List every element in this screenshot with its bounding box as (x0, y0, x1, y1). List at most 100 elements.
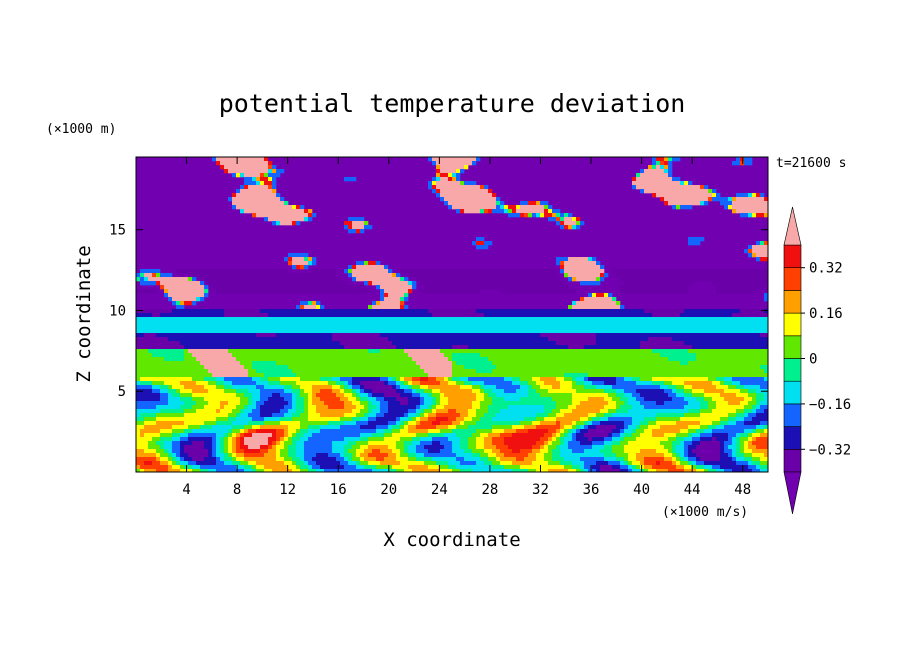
field-cell (692, 269, 697, 274)
field-cell (156, 345, 161, 350)
field-cell (436, 329, 441, 334)
field-cell (332, 373, 337, 378)
field-cell (400, 341, 405, 346)
field-cell (408, 345, 413, 350)
field-cell (204, 313, 209, 318)
field-cell (464, 369, 469, 374)
field-cell (176, 341, 181, 346)
field-cell (152, 317, 157, 322)
field-cell (296, 321, 301, 326)
field-cell (664, 313, 669, 318)
field-cell (340, 385, 345, 390)
field-cell (248, 177, 253, 182)
field-cell (664, 373, 669, 378)
field-cell (348, 177, 353, 182)
field-cell (268, 385, 273, 390)
field-cell (736, 361, 741, 366)
field-cell (680, 345, 685, 350)
field-cell (252, 273, 257, 278)
field-cell (452, 361, 457, 366)
field-cell (260, 161, 265, 166)
field-cell (152, 333, 157, 338)
field-cell (640, 365, 645, 370)
field-cell (668, 369, 673, 374)
field-cell (760, 241, 765, 246)
field-cell (460, 277, 465, 282)
field-cell (472, 241, 477, 246)
field-cell (672, 273, 677, 278)
field-cell (212, 389, 217, 394)
field-cell (512, 285, 517, 290)
field-cell (324, 377, 329, 382)
field-cell (428, 349, 433, 354)
field-cell (272, 189, 277, 194)
field-cell (424, 373, 429, 378)
field-cell (304, 253, 309, 258)
field-cell (584, 345, 589, 350)
field-cell (160, 325, 165, 330)
field-cell (576, 373, 581, 378)
field-cell (536, 349, 541, 354)
field-cell (508, 373, 513, 378)
field-cell (764, 345, 768, 350)
field-cell (152, 273, 157, 278)
field-cell (576, 305, 581, 310)
field-cell (336, 289, 341, 294)
field-cell (160, 281, 165, 286)
field-cell (380, 269, 385, 274)
field-cell (240, 313, 245, 318)
field-cell (244, 345, 249, 350)
field-cell (756, 361, 761, 366)
field-cell (232, 377, 237, 382)
field-cell (200, 333, 205, 338)
field-cell (200, 381, 205, 386)
field-cell (428, 377, 433, 382)
field-cell (344, 309, 349, 314)
field-cell (448, 345, 453, 350)
field-cell (580, 313, 585, 318)
field-cell (540, 385, 545, 390)
field-cell (508, 269, 513, 274)
field-cell (204, 353, 209, 358)
field-cell (740, 209, 745, 214)
field-cell (716, 385, 721, 390)
field-cell (616, 357, 621, 362)
field-cell (268, 189, 273, 194)
field-cell (472, 353, 477, 358)
field-cell (256, 269, 261, 274)
field-cell (416, 313, 421, 318)
field-cell (624, 273, 629, 278)
field-cell (456, 189, 461, 194)
field-cell (468, 353, 473, 358)
field-cell (364, 373, 369, 378)
field-cell (568, 373, 573, 378)
field-cell (256, 181, 261, 186)
field-cell (232, 269, 237, 274)
field-cell (664, 169, 669, 174)
field-cell (252, 373, 257, 378)
field-cell (216, 369, 221, 374)
field-cell (580, 361, 585, 366)
field-cell (420, 369, 425, 374)
field-cell (740, 345, 745, 350)
field-cell (212, 325, 217, 330)
field-cell (440, 289, 445, 294)
field-cell (624, 281, 629, 286)
field-cell (376, 389, 381, 394)
field-cell (552, 381, 557, 386)
field-cell (316, 349, 321, 354)
field-cell (684, 201, 689, 206)
field-cell (248, 365, 253, 370)
field-cell (696, 193, 701, 198)
field-cell (292, 369, 297, 374)
field-cell (456, 169, 461, 174)
field-cell (492, 349, 497, 354)
field-cell (308, 301, 313, 306)
field-cell (344, 281, 349, 286)
field-cell (464, 193, 469, 198)
field-cell (564, 365, 569, 370)
field-cell (712, 197, 717, 202)
field-cell (624, 341, 629, 346)
field-cell (676, 277, 681, 282)
field-cell (328, 333, 333, 338)
